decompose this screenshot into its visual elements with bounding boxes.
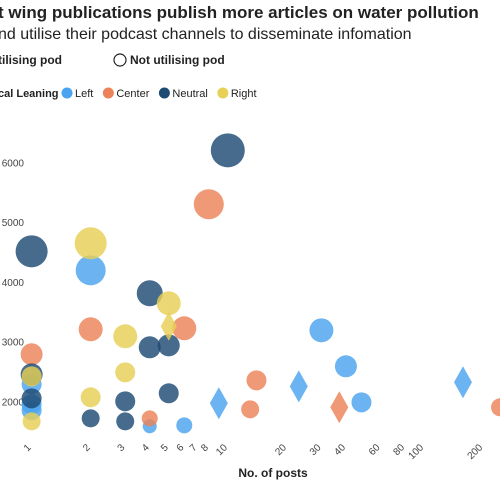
data-point (78, 317, 103, 342)
data-point (453, 366, 472, 399)
x-tick-label: 8 (199, 442, 211, 454)
legend-label: Right (231, 88, 257, 100)
data-point (160, 311, 177, 341)
y-tick-label: 2000 (2, 397, 25, 408)
data-point (209, 387, 228, 420)
data-point (21, 388, 42, 409)
data-point (20, 343, 43, 366)
x-tick-label: 10 (214, 442, 230, 458)
data-point (289, 370, 308, 403)
data-point (22, 412, 41, 431)
x-tick-label: 20 (273, 442, 289, 458)
data-point (157, 334, 180, 357)
x-tick-label: 200 (466, 442, 486, 462)
data-point (241, 400, 260, 419)
y-tick-label: 4000 (2, 278, 25, 289)
legend-title: cal Leaning (0, 88, 59, 100)
x-tick-label: 5 (159, 442, 171, 454)
data-point (156, 291, 181, 316)
shape-legend-label: Not utilising pod (130, 53, 225, 67)
x-tick-label: 2 (81, 442, 93, 454)
data-point (15, 235, 48, 268)
legend-label: Left (75, 88, 93, 100)
legend-label: Center (116, 88, 149, 100)
data-point (158, 383, 179, 404)
x-tick-label: 100 (407, 442, 427, 462)
legend-marker (102, 87, 114, 99)
data-point (81, 409, 100, 428)
x-tick-label: 30 (308, 442, 324, 458)
legend-marker (61, 87, 73, 99)
data-point (351, 392, 372, 413)
data-point (330, 391, 349, 424)
x-tick-label: 3 (116, 442, 128, 454)
data-point (210, 133, 245, 168)
y-tick-label: 6000 (2, 158, 25, 169)
y-tick-label: 5000 (2, 218, 25, 229)
data-point (113, 324, 138, 349)
data-point (193, 189, 224, 220)
data-point (74, 227, 107, 260)
legend-marker (217, 87, 229, 99)
data-point (491, 398, 500, 417)
x-tick-label: 6 (175, 442, 187, 454)
data-point (176, 417, 193, 434)
data-point (21, 366, 42, 387)
data-point (246, 370, 267, 391)
shape-legend-marker (113, 53, 127, 67)
data-point (115, 391, 136, 412)
x-tick-label: 60 (367, 442, 383, 458)
data-point (80, 387, 101, 408)
data-point (141, 410, 158, 427)
legend-marker (158, 87, 170, 99)
data-point (75, 255, 106, 286)
chart-subtitle: nd utilise their podcast channels to dis… (0, 26, 412, 43)
x-tick-label: 4 (140, 442, 152, 454)
data-point (138, 336, 161, 359)
x-tick-label: 40 (332, 442, 348, 458)
y-tick-label: 3000 (2, 338, 25, 349)
data-point (136, 280, 163, 307)
data-point (309, 318, 334, 343)
x-axis-label: No. of posts (238, 466, 308, 480)
data-point (172, 316, 197, 341)
data-point (116, 412, 135, 431)
x-tick-label: 7 (188, 442, 200, 454)
x-tick-label: 80 (391, 442, 407, 458)
data-point (115, 362, 136, 383)
data-point (334, 355, 357, 378)
shape-legend-label: tilising pod (0, 53, 62, 67)
x-tick-label: 1 (22, 442, 34, 454)
legend-label: Neutral (172, 88, 207, 100)
chart-title: t wing publications publish more article… (0, 3, 479, 22)
